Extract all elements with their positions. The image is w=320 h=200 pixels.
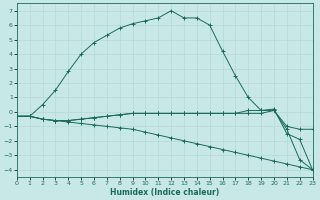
X-axis label: Humidex (Indice chaleur): Humidex (Indice chaleur) [110, 188, 219, 197]
